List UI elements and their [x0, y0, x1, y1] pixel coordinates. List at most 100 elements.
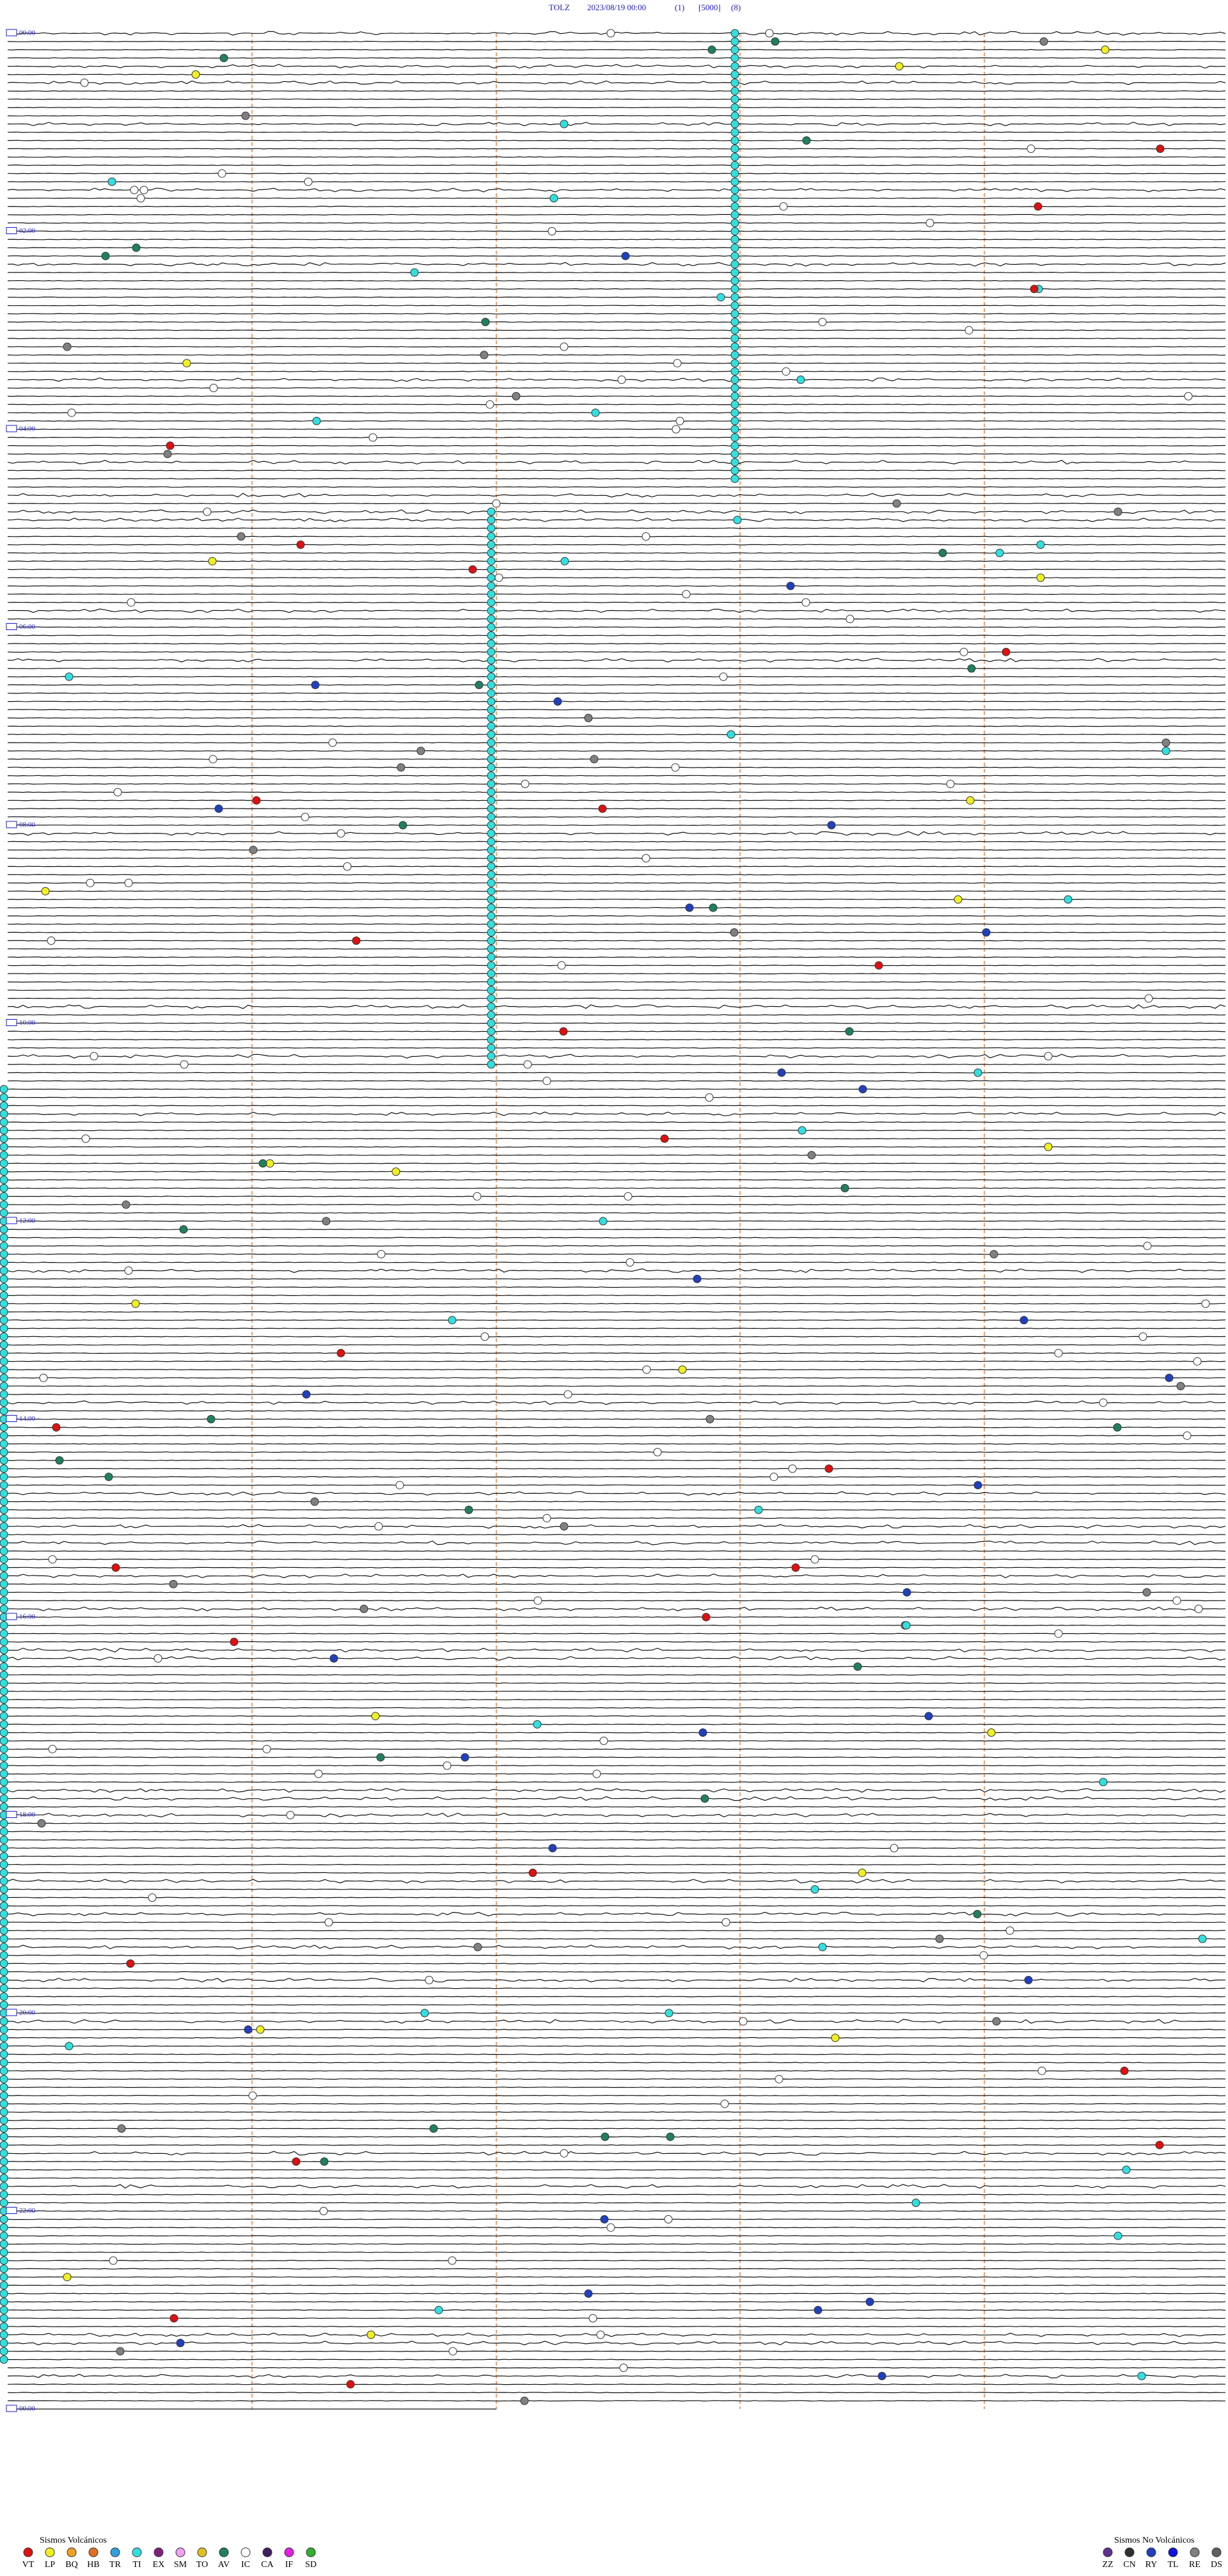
tremor-marker	[0, 1373, 8, 1382]
legend-label: LP	[45, 2560, 56, 2570]
event-marker	[169, 1579, 178, 1588]
event-marker	[796, 375, 805, 384]
trace	[7, 255, 1226, 257]
tremor-marker	[487, 639, 496, 648]
event-marker	[252, 796, 261, 805]
event-marker	[730, 928, 739, 937]
trace	[7, 1806, 1226, 1808]
tremor-marker	[0, 1728, 8, 1737]
param: (1)	[675, 3, 684, 12]
trace	[7, 1400, 1226, 1405]
trace	[7, 2184, 1226, 2189]
datetime: 2023/08/19 00:00	[587, 3, 646, 12]
tremor-marker	[487, 1011, 496, 1020]
trace	[7, 931, 1226, 933]
event-marker	[485, 400, 494, 409]
trace	[7, 2062, 1226, 2064]
trace	[7, 1435, 1226, 1437]
tremor-marker	[487, 961, 496, 970]
tremor-marker	[487, 647, 496, 656]
event-marker	[429, 2124, 438, 2133]
trace	[7, 164, 1226, 166]
tremor-marker	[487, 878, 496, 887]
legend-swatch	[1168, 2547, 1178, 2557]
trace	[7, 2218, 1226, 2220]
trace	[7, 1130, 1226, 1132]
trace	[7, 965, 1226, 967]
trace	[7, 1558, 1225, 1560]
trace	[7, 1295, 1226, 1297]
trace	[7, 1788, 1226, 1793]
tremor-marker	[487, 969, 496, 978]
tremor-marker	[0, 1877, 8, 1886]
event-marker	[480, 351, 489, 360]
tremor-marker	[730, 326, 739, 335]
event-marker	[592, 1769, 601, 1778]
tremor-marker	[0, 2149, 8, 2158]
event-marker	[874, 961, 883, 970]
tremor-marker	[487, 1002, 496, 1011]
event-marker	[599, 1736, 608, 1745]
tremor-marker	[0, 1456, 8, 1465]
tremor-marker	[0, 2025, 8, 2034]
trace	[7, 1872, 1225, 1874]
event-marker	[938, 548, 947, 557]
tremor-marker	[0, 2042, 8, 2051]
event-marker	[672, 425, 681, 434]
trace	[8, 493, 1226, 498]
event-marker	[371, 1712, 380, 1721]
trace	[7, 2128, 1226, 2130]
tremor-marker	[730, 458, 739, 467]
event-marker	[1138, 1332, 1147, 1341]
tremor-marker	[0, 1547, 8, 1556]
event-marker	[547, 227, 556, 235]
event-marker	[209, 755, 217, 764]
tremor-marker	[730, 342, 739, 351]
trace	[7, 148, 1226, 150]
trace	[7, 667, 1226, 670]
event-marker	[878, 2371, 886, 2380]
trace	[7, 122, 1226, 127]
tremor-marker	[487, 986, 496, 995]
tremor-marker	[730, 384, 739, 392]
event-marker	[992, 2017, 1001, 2026]
trace	[8, 915, 1226, 917]
event-marker	[468, 565, 477, 574]
event-marker	[448, 2347, 457, 2356]
event-marker	[63, 342, 72, 351]
event-marker	[606, 2223, 615, 2232]
event-marker	[1172, 1596, 1181, 1605]
event-marker	[41, 887, 50, 896]
trace	[7, 1426, 1226, 1428]
tremor-marker	[0, 1761, 8, 1770]
event-marker	[52, 1423, 61, 1432]
trace	[7, 2053, 1226, 2055]
event-marker	[63, 2273, 72, 2282]
event-marker	[1019, 1316, 1028, 1325]
event-marker	[346, 2380, 355, 2389]
tremor-marker	[0, 1893, 8, 1902]
tremor-marker	[0, 2322, 8, 2331]
tremor-marker	[730, 194, 739, 203]
trace	[7, 478, 1226, 480]
tremor-marker	[0, 1943, 8, 1952]
tremor-marker	[0, 1852, 8, 1861]
event-marker	[1113, 1423, 1122, 1432]
event-marker	[702, 1613, 711, 1622]
legend-swatch	[23, 2547, 33, 2557]
event-marker	[902, 1588, 911, 1597]
event-marker	[65, 2042, 74, 2051]
event-marker	[769, 1473, 778, 1482]
trace	[8, 585, 1226, 587]
tremor-marker	[0, 2339, 8, 2348]
trace	[7, 80, 1226, 85]
trace	[7, 535, 1226, 537]
hour-label: 00:00	[19, 29, 36, 37]
tremor-marker	[0, 1654, 8, 1663]
event-marker	[707, 45, 716, 54]
tremor-marker	[0, 1497, 8, 1506]
tremor-marker	[0, 1183, 8, 1192]
event-marker	[169, 2314, 178, 2323]
event-marker	[304, 177, 313, 186]
legend-label: EX	[153, 2560, 165, 2570]
